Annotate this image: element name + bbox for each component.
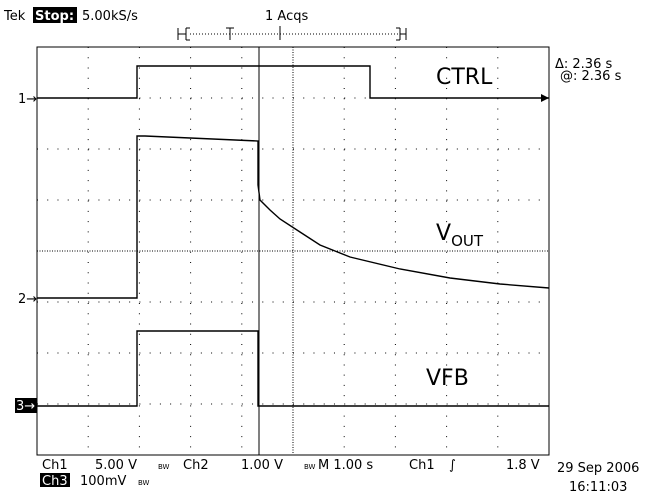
ch1-scale: 5.00 V xyxy=(95,458,137,473)
trigger-slope: ∫ xyxy=(449,458,456,473)
trigger-level-marker xyxy=(541,94,549,102)
vout-sub: OUT xyxy=(451,232,484,250)
cursor-at: @: 2.36 s xyxy=(560,69,622,84)
vfb-trace xyxy=(37,330,549,407)
timebase: M 1.00 s xyxy=(318,458,373,473)
trigger-level: 1.8 V xyxy=(506,458,540,473)
state: Stop: xyxy=(35,9,74,24)
ch3-box xyxy=(40,473,70,487)
acquisitions: 1 Acqs xyxy=(265,9,308,24)
ch2-scale: 1.00 V xyxy=(241,458,283,473)
trigger-source: Ch1 xyxy=(409,458,435,473)
ch3-scale: 100mV xyxy=(80,474,126,489)
ctrl-label: CTRL xyxy=(436,65,493,90)
ch2: Ch2 xyxy=(183,458,209,473)
ch3-marker-box xyxy=(15,398,37,413)
bw2: BW xyxy=(304,463,316,471)
ch3-marker: 3→ xyxy=(16,399,35,414)
ch3: Ch3 xyxy=(42,474,68,489)
trigger-bar xyxy=(177,26,407,41)
ch2-marker: 2→ xyxy=(18,292,37,307)
brand: Tek xyxy=(3,9,26,24)
vout-trace xyxy=(37,135,550,299)
cursor-delta: Δ: 2.36 s xyxy=(555,57,612,72)
bw3: BW xyxy=(138,479,150,487)
ch1: Ch1 xyxy=(42,458,68,473)
vout-main: V xyxy=(436,221,451,246)
vout-label: VOUT xyxy=(436,221,484,250)
bw1: BW xyxy=(158,463,170,471)
time: 16:11:03 xyxy=(569,480,627,495)
sample-rate: 5.00kS/s xyxy=(82,9,138,24)
state-box xyxy=(33,7,77,23)
graticule xyxy=(37,47,549,455)
ctrl-trace xyxy=(37,65,549,99)
ch1-marker: 1→ xyxy=(18,92,37,107)
vfb-label: VFB xyxy=(426,366,469,391)
date: 29 Sep 2006 xyxy=(557,461,639,476)
